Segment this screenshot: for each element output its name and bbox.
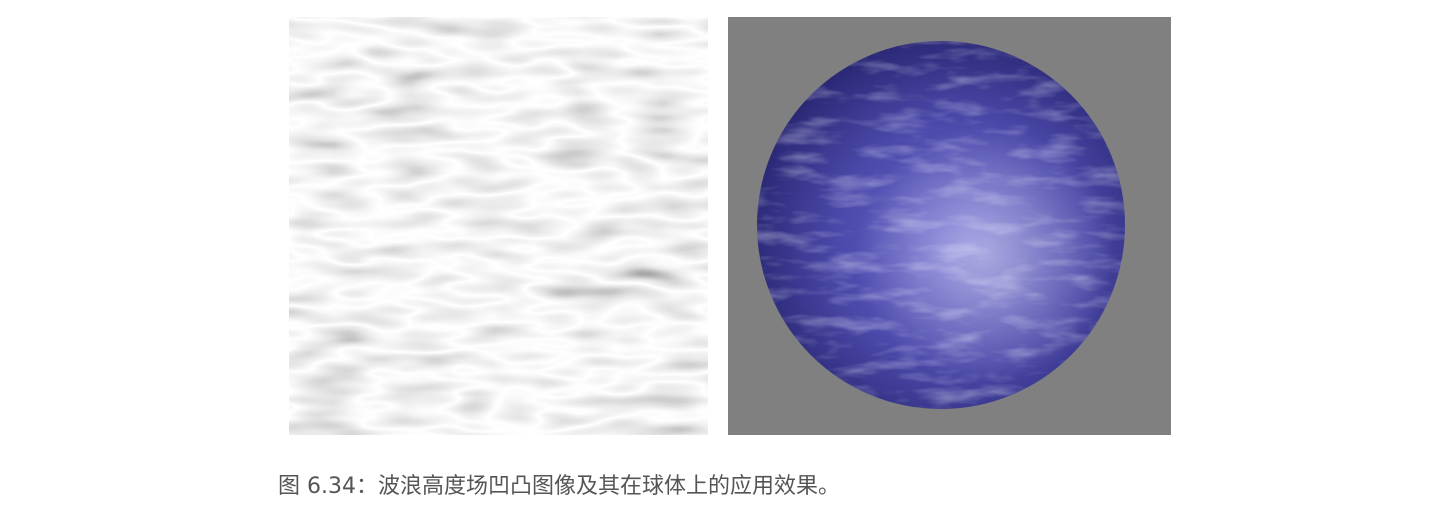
bump-mapped-sphere-image bbox=[728, 17, 1171, 435]
figure-caption: 图 6.34：波浪高度场凹凸图像及其在球体上的应用效果。 bbox=[278, 474, 840, 499]
wave-height-field-image bbox=[289, 17, 708, 435]
